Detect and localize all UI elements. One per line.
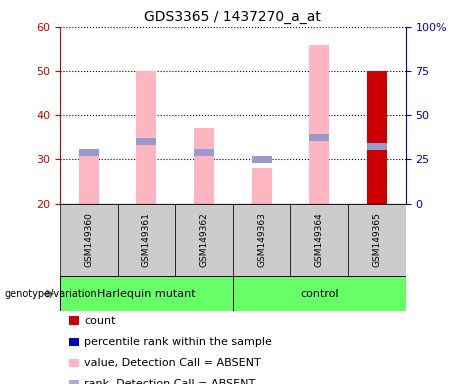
Text: percentile rank within the sample: percentile rank within the sample <box>84 337 272 347</box>
Bar <box>118 204 175 276</box>
Text: Harlequin mutant: Harlequin mutant <box>97 289 195 299</box>
Text: GSM149363: GSM149363 <box>257 213 266 267</box>
Text: rank, Detection Call = ABSENT: rank, Detection Call = ABSENT <box>84 379 255 384</box>
Bar <box>348 204 406 276</box>
Text: GSM149364: GSM149364 <box>315 213 324 267</box>
Bar <box>60 204 118 276</box>
Bar <box>367 71 387 204</box>
Bar <box>136 138 156 145</box>
Bar <box>290 204 348 276</box>
Bar <box>194 149 214 156</box>
Bar <box>309 45 329 204</box>
Bar <box>233 276 406 311</box>
Bar <box>233 204 290 276</box>
Bar <box>194 128 214 204</box>
Text: GSM149365: GSM149365 <box>372 213 381 267</box>
Bar <box>252 168 272 204</box>
Text: GSM149361: GSM149361 <box>142 213 151 267</box>
Bar <box>79 149 99 156</box>
Text: value, Detection Call = ABSENT: value, Detection Call = ABSENT <box>84 358 260 368</box>
Bar <box>252 156 272 163</box>
Text: GSM149362: GSM149362 <box>200 213 208 267</box>
Text: genotype/variation: genotype/variation <box>5 289 97 299</box>
Text: control: control <box>300 289 338 299</box>
Text: count: count <box>84 316 115 326</box>
Text: GSM149360: GSM149360 <box>84 213 93 267</box>
Bar <box>79 151 99 204</box>
Bar <box>309 134 329 141</box>
Bar <box>175 204 233 276</box>
Bar <box>60 276 233 311</box>
Bar <box>367 142 387 150</box>
Title: GDS3365 / 1437270_a_at: GDS3365 / 1437270_a_at <box>144 10 321 25</box>
Bar <box>136 71 156 204</box>
